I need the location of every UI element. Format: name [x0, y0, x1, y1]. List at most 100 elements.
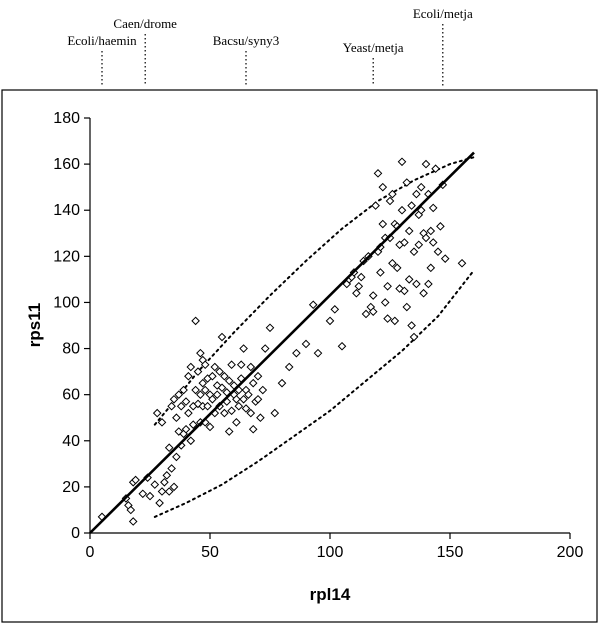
- data-point: [258, 385, 268, 395]
- data-point: [227, 360, 236, 370]
- data-point: [232, 394, 241, 404]
- data-point: [325, 316, 335, 326]
- data-point: [205, 422, 215, 432]
- data-point: [407, 321, 416, 330]
- data-point: [431, 164, 440, 174]
- data-point: [433, 247, 443, 257]
- data-point: [246, 408, 256, 418]
- data-point: [373, 169, 383, 178]
- y-tick-label: 0: [71, 525, 80, 542]
- data-point: [440, 254, 450, 263]
- data-point: [402, 302, 412, 312]
- data-point: [404, 275, 414, 284]
- data-point: [277, 378, 287, 388]
- data-point: [169, 394, 179, 404]
- data-point: [164, 487, 174, 496]
- annotation-label: Bacsu/syny3: [213, 33, 279, 48]
- data-point: [174, 390, 184, 399]
- data-point: [196, 390, 205, 399]
- data-point: [172, 452, 181, 462]
- x-tick-label: 200: [557, 544, 584, 561]
- data-point: [186, 436, 196, 446]
- data-point: [270, 408, 280, 418]
- data-point: [198, 378, 208, 388]
- data-point: [383, 314, 392, 323]
- data-point: [392, 263, 402, 273]
- data-point: [301, 339, 311, 349]
- data-point: [409, 247, 419, 257]
- data-point: [188, 420, 198, 429]
- data-point: [402, 178, 412, 187]
- data-point: [131, 475, 140, 485]
- data-point: [419, 288, 428, 298]
- data-point: [260, 344, 270, 353]
- data-point: [150, 480, 160, 489]
- data-point: [424, 279, 433, 289]
- data-point: [292, 348, 301, 358]
- data-point: [256, 413, 265, 423]
- confidence-bounds-group: [153, 156, 475, 518]
- data-point: [400, 238, 409, 247]
- data-point: [244, 390, 253, 399]
- data-point: [200, 385, 210, 395]
- data-point: [248, 378, 258, 388]
- data-point: [385, 196, 395, 206]
- data-point: [368, 307, 378, 316]
- axes-group: 0 50 100 150 200 0 20 40 60 80 100 120 140 160 180: [53, 110, 583, 561]
- data-point: [421, 159, 431, 169]
- data-point: [407, 201, 416, 210]
- data-point: [224, 427, 234, 436]
- data-point: [181, 397, 191, 406]
- data-point: [212, 390, 222, 399]
- data-point: [184, 371, 193, 381]
- y-tick-label: 140: [53, 202, 80, 219]
- data-point: [313, 348, 323, 358]
- y-tick-label: 60: [62, 387, 80, 404]
- data-point: [388, 258, 397, 268]
- data-point: [234, 401, 244, 411]
- x-tick-label: 0: [86, 544, 95, 561]
- data-point: [155, 498, 164, 508]
- data-point: [145, 491, 155, 501]
- data-point: [220, 371, 229, 381]
- data-point: [184, 408, 193, 418]
- data-point: [354, 281, 364, 291]
- data-point: [191, 316, 200, 326]
- data-point: [397, 157, 407, 167]
- data-point: [160, 477, 169, 487]
- data-point: [426, 263, 436, 273]
- data-point: [416, 182, 426, 192]
- data-point: [236, 360, 246, 370]
- data-point: [368, 291, 378, 300]
- data-point: [337, 341, 347, 351]
- data-point: [253, 394, 263, 404]
- x-tick-label: 100: [317, 544, 344, 561]
- data-point: [308, 300, 318, 310]
- confidence-bound-line: [153, 269, 475, 518]
- data-point: [284, 362, 294, 372]
- y-tick-label: 100: [53, 294, 80, 311]
- data-point: [186, 362, 196, 372]
- data-point: [428, 238, 438, 247]
- data-point: [232, 418, 241, 427]
- x-tick-label: 50: [201, 544, 219, 561]
- data-point: [390, 316, 400, 326]
- x-axis-title: rpl14: [310, 585, 351, 604]
- data-point: [239, 344, 248, 353]
- data-point: [248, 424, 258, 434]
- data-point: [217, 332, 227, 342]
- data-point: [174, 427, 184, 436]
- data-point: [383, 281, 392, 291]
- data-point: [409, 332, 419, 342]
- data-point: [428, 203, 438, 213]
- data-point: [253, 371, 263, 381]
- y-tick-label: 20: [62, 479, 80, 496]
- plot-frame: [1, 89, 598, 623]
- regression-line: [89, 151, 475, 534]
- annotation-label: Ecoli/metja: [413, 6, 473, 21]
- data-point: [196, 348, 205, 358]
- data-point: [200, 360, 210, 370]
- data-point: [157, 487, 167, 496]
- data-point: [208, 371, 217, 381]
- data-point: [172, 413, 181, 423]
